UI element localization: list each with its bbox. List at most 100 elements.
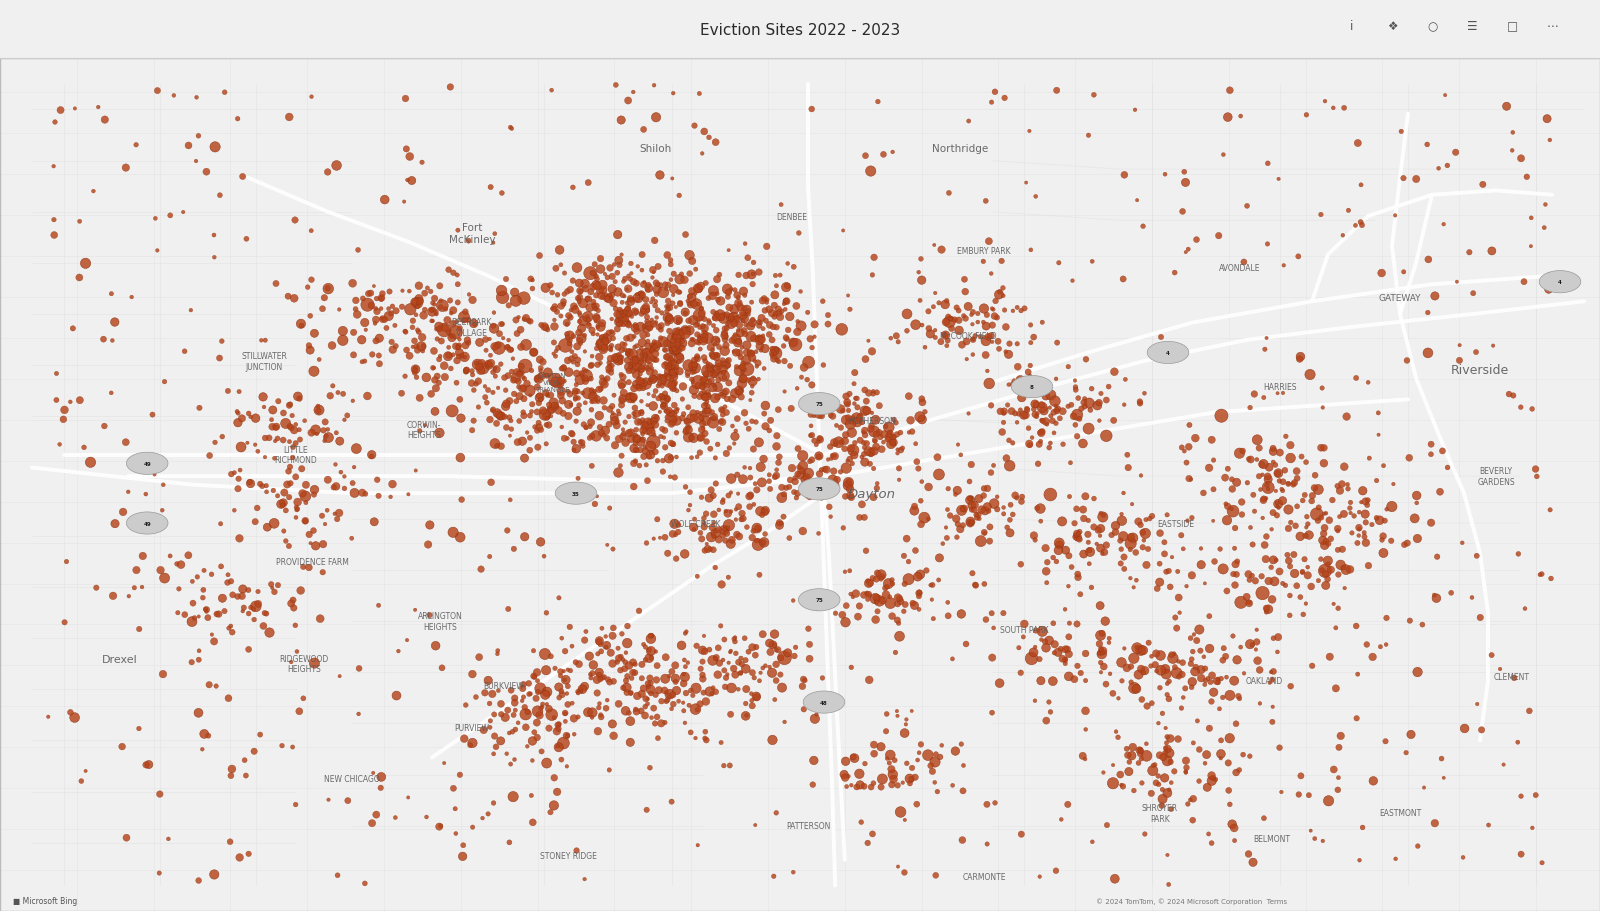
- Point: [608, 355, 634, 370]
- Point: [280, 593, 306, 608]
- Point: [971, 527, 997, 541]
- Point: [611, 290, 637, 304]
- Point: [614, 686, 640, 701]
- Point: [293, 478, 318, 493]
- Point: [1206, 701, 1232, 716]
- Point: [483, 416, 509, 431]
- Point: [606, 466, 632, 480]
- Point: [573, 372, 598, 386]
- Point: [802, 711, 827, 726]
- Point: [269, 739, 294, 753]
- Point: [771, 297, 797, 312]
- Point: [550, 361, 576, 375]
- Point: [851, 456, 877, 470]
- Text: 49: 49: [144, 521, 150, 526]
- Point: [762, 288, 787, 302]
- Point: [499, 343, 525, 358]
- Point: [1267, 445, 1293, 460]
- Point: [459, 293, 485, 308]
- Point: [605, 308, 630, 322]
- Point: [1315, 554, 1341, 568]
- Point: [770, 491, 795, 506]
- Point: [616, 308, 642, 322]
- Point: [1355, 558, 1381, 573]
- Point: [1114, 660, 1139, 675]
- Point: [1219, 817, 1245, 832]
- Point: [1283, 578, 1309, 593]
- Point: [221, 504, 246, 518]
- Point: [782, 475, 808, 489]
- Text: HARRIES: HARRIES: [1264, 383, 1296, 392]
- Point: [1350, 820, 1376, 834]
- Point: [1422, 816, 1448, 831]
- Point: [659, 360, 685, 374]
- Point: [358, 449, 384, 464]
- Point: [739, 295, 765, 310]
- Point: [610, 351, 635, 365]
- Point: [610, 379, 635, 394]
- Point: [642, 265, 667, 280]
- Point: [840, 411, 866, 425]
- Circle shape: [798, 478, 840, 500]
- Point: [578, 431, 603, 445]
- Point: [810, 491, 835, 506]
- Point: [691, 520, 717, 535]
- Point: [646, 321, 672, 335]
- Point: [502, 722, 528, 737]
- Point: [1056, 400, 1082, 415]
- Point: [1181, 628, 1206, 642]
- Point: [517, 409, 542, 424]
- Point: [1270, 577, 1296, 591]
- Point: [723, 647, 749, 661]
- Point: [738, 319, 763, 333]
- Point: [818, 440, 843, 455]
- Point: [1259, 522, 1285, 537]
- Point: [616, 364, 642, 379]
- Point: [741, 497, 766, 512]
- Point: [693, 354, 718, 369]
- Point: [1083, 537, 1109, 551]
- Point: [861, 445, 886, 459]
- Point: [1290, 494, 1315, 508]
- Point: [1166, 654, 1192, 669]
- Point: [669, 393, 694, 407]
- Point: [1016, 125, 1042, 139]
- Point: [1373, 514, 1398, 528]
- Point: [278, 655, 304, 670]
- Point: [627, 367, 653, 382]
- Point: [747, 340, 773, 354]
- Point: [766, 456, 792, 470]
- Point: [864, 566, 890, 580]
- Point: [555, 285, 581, 300]
- Point: [411, 287, 437, 302]
- Point: [704, 311, 730, 325]
- Point: [653, 694, 678, 709]
- Point: [589, 331, 614, 345]
- Point: [690, 668, 715, 682]
- Point: [478, 356, 504, 371]
- Point: [546, 680, 571, 694]
- Point: [794, 489, 819, 504]
- Point: [502, 691, 528, 706]
- Point: [651, 399, 677, 414]
- Point: [275, 290, 301, 304]
- Point: [1379, 534, 1405, 548]
- Point: [768, 269, 794, 283]
- Point: [1258, 560, 1283, 575]
- Point: [642, 79, 667, 94]
- Point: [936, 609, 962, 623]
- Point: [731, 323, 757, 338]
- Point: [701, 529, 726, 544]
- Point: [306, 404, 331, 419]
- Point: [624, 377, 650, 392]
- Point: [42, 116, 67, 130]
- Point: [1285, 499, 1310, 514]
- Point: [806, 449, 832, 464]
- Point: [291, 691, 317, 706]
- Point: [562, 300, 587, 314]
- Point: [1090, 647, 1115, 661]
- Point: [746, 523, 771, 537]
- Point: [672, 547, 698, 561]
- Point: [661, 382, 686, 396]
- Point: [686, 312, 712, 326]
